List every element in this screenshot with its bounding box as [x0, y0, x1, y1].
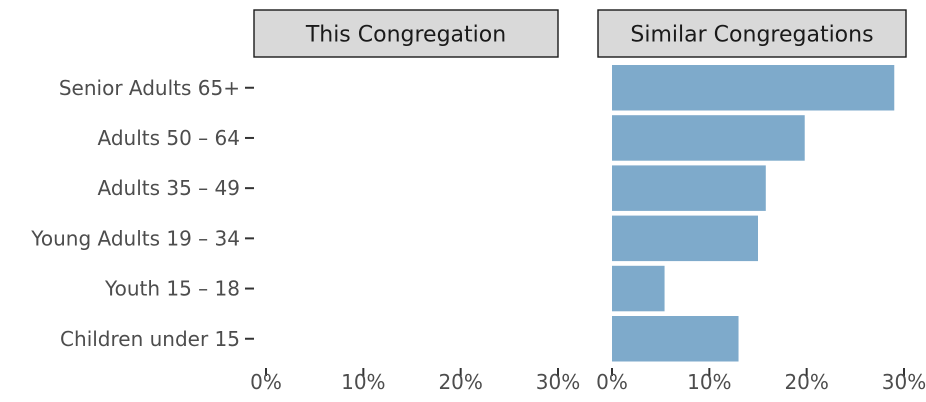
- category-label: Senior Adults 65+: [59, 76, 240, 100]
- category-label: Adults 35 – 49: [98, 176, 241, 200]
- category-label: Youth 15 – 18: [104, 277, 240, 301]
- x-tick-label: 10%: [341, 370, 385, 394]
- x-tick-label: 20%: [784, 370, 828, 394]
- facet-strip-label: This Congregation: [305, 23, 506, 48]
- category-label: Children under 15: [60, 327, 240, 351]
- category-label: Young Adults 19 – 34: [30, 226, 240, 250]
- x-tick-label: 10%: [687, 370, 731, 394]
- facet-strip-box: [597, 9, 907, 58]
- x-tick-label: 30%: [536, 370, 580, 394]
- facet-strip-label: Similar Congregations: [630, 23, 873, 48]
- x-tick-label: 0%: [596, 370, 628, 394]
- bar: [612, 65, 895, 111]
- bar: [612, 165, 766, 211]
- x-tick-label: 20%: [438, 370, 482, 394]
- bars: [612, 65, 895, 362]
- bar: [612, 115, 805, 161]
- x-axes: 0% 10% 20% 30% 0% 10% 20% 30%: [250, 368, 926, 394]
- bar: [612, 265, 665, 312]
- facet-strips: This Congregation Similar Congregations: [253, 9, 907, 58]
- x-tick-label: 0%: [250, 370, 282, 394]
- category-label: Adults 50 – 64: [98, 126, 241, 150]
- bar: [612, 215, 758, 262]
- x-tick-label: 30%: [882, 370, 926, 394]
- category-labels: Senior Adults 65+ Adults 50 – 64 Adults 35…: [30, 76, 254, 351]
- facet-strip-box: [253, 9, 559, 58]
- bar: [612, 316, 739, 362]
